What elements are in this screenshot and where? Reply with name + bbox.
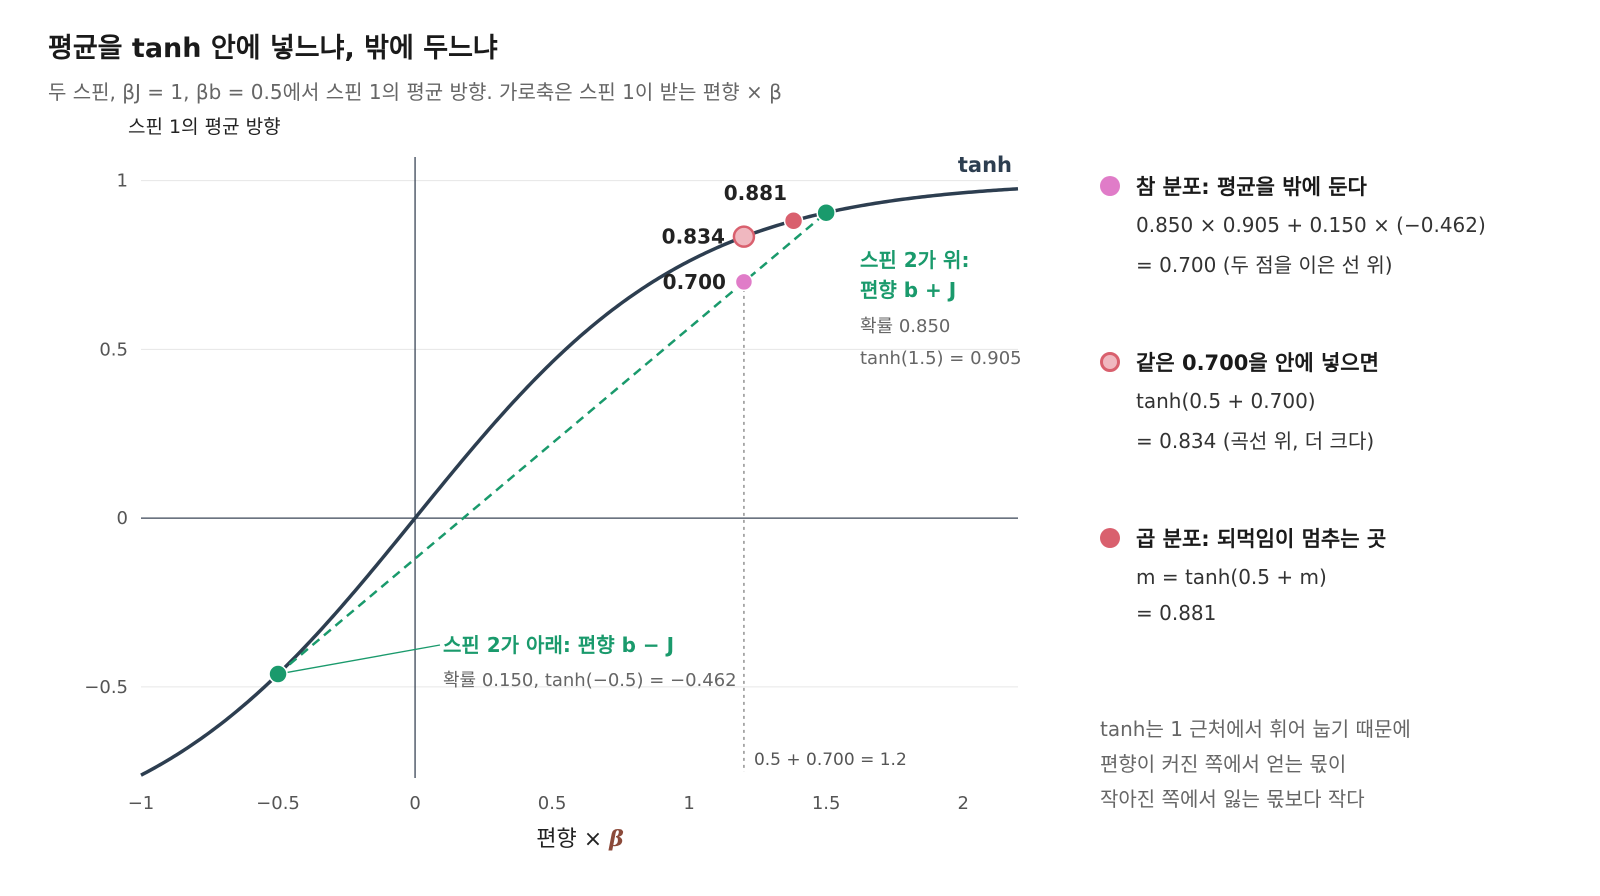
point-label-true-mean: 0.700	[663, 270, 726, 294]
x-axis-label: 편향 × β	[536, 826, 624, 852]
vline-label: 0.5 + 0.700 = 1.2	[754, 750, 907, 770]
note-line: tanh는 1 근처에서 휘어 눕기 때문에	[1100, 717, 1411, 741]
annotations: 0.5 + 0.700 = 1.2 0.700 0.834 0.881 스핀 2가 위:…	[443, 181, 1022, 770]
y-tick-label: 1	[117, 171, 128, 192]
chart-title: 평균을 tanh 안에 넣느냐, 밖에 두느냐	[48, 33, 498, 64]
tanh-curve	[140, 187, 1019, 777]
annotation-up-detail: tanh(1.5) = 0.905	[860, 348, 1022, 369]
annotation-connector	[277, 644, 441, 675]
legend-dot-light-red	[1100, 352, 1120, 372]
legend-title: 곱 분포: 되먹임이 멈추는 곳	[1136, 527, 1387, 551]
x-tick-label: 1	[683, 793, 694, 814]
x-tick-label: −1	[128, 793, 155, 814]
point-mean-inside	[732, 225, 756, 248]
x-tick-label: 2	[957, 793, 968, 814]
tick-labels: −0.5 0 0.5 1 −1 −0.5 0 0.5 1 1.5 2	[84, 171, 969, 814]
annotation-up-title: 스핀 2가 위:	[860, 248, 969, 272]
y-tick-label: 0	[117, 508, 128, 529]
legend-line: m = tanh(0.5 + m)	[1136, 565, 1327, 589]
point-label-mean-inside: 0.834	[662, 225, 725, 249]
legend-line: = 0.834 (곡선 위, 더 크다)	[1136, 429, 1375, 453]
point-product-fixed	[783, 211, 804, 231]
curve-label: tanh	[958, 153, 1012, 177]
legend-title: 참 분포: 평균을 밖에 둔다	[1136, 175, 1367, 199]
point-label-product-fixed: 0.881	[724, 181, 787, 205]
legend-title: 같은 0.700을 안에 넣으면	[1136, 351, 1379, 375]
x-tick-label: 1.5	[812, 793, 841, 814]
y-axis-label: 스핀 1의 평균 방향	[128, 116, 281, 138]
chart-subtitle: 두 스핀, βJ = 1, βb = 0.5에서 스핀 1의 평균 방향. 가로…	[48, 80, 782, 104]
annotation-down-detail: 확률 0.150, tanh(−0.5) = −0.462	[443, 670, 737, 691]
series-lines: tanh	[140, 153, 1019, 777]
annotation-up-detail: 확률 0.850	[860, 316, 950, 337]
point-spin2-down	[268, 664, 288, 684]
note-line: 작아진 쪽에서 잃는 몫보다 작다	[1100, 787, 1365, 811]
legend-product-distribution: 곱 분포: 되먹임이 멈추는 곳 m = tanh(0.5 + m) = 0.8…	[1100, 523, 1386, 625]
annotation-down-title: 스핀 2가 아래: 편향 b − J	[443, 633, 674, 657]
point-spin2-up	[816, 202, 836, 223]
legend-dot-pink	[1100, 176, 1120, 196]
legend-dot-red	[1100, 528, 1120, 548]
data-points	[268, 202, 836, 684]
legend-true-distribution: 참 분포: 평균을 밖에 둔다 0.850 × 0.905 + 0.150 × …	[1100, 171, 1486, 278]
annotation-up-title: 편향 b + J	[860, 278, 956, 302]
note-line: 편향이 커진 쪽에서 얻는 몫이	[1100, 752, 1347, 776]
legend-line: = 0.881	[1136, 601, 1217, 625]
y-tick-label: −0.5	[84, 677, 128, 698]
grid-lines	[141, 180, 1018, 688]
beta-symbol: β	[608, 826, 624, 852]
explanation-note: tanh는 1 근처에서 휘어 눕기 때문에 편향이 커진 쪽에서 얻는 몫이 …	[1100, 712, 1411, 817]
point-true-mean	[734, 272, 754, 292]
axes	[141, 157, 1018, 778]
legend-mean-inside: 같은 0.700을 안에 넣으면 tanh(0.5 + 0.700) = 0.8…	[1100, 347, 1379, 454]
x-tick-label: 0.5	[538, 793, 567, 814]
x-tick-label: −0.5	[256, 793, 300, 814]
x-tick-label: 0	[409, 793, 420, 814]
y-tick-label: 0.5	[99, 339, 128, 360]
legend-line: 0.850 × 0.905 + 0.150 × (−0.462)	[1136, 213, 1486, 237]
legend-line: = 0.700 (두 점을 이은 선 위)	[1136, 253, 1393, 277]
legend-line: tanh(0.5 + 0.700)	[1136, 389, 1316, 413]
